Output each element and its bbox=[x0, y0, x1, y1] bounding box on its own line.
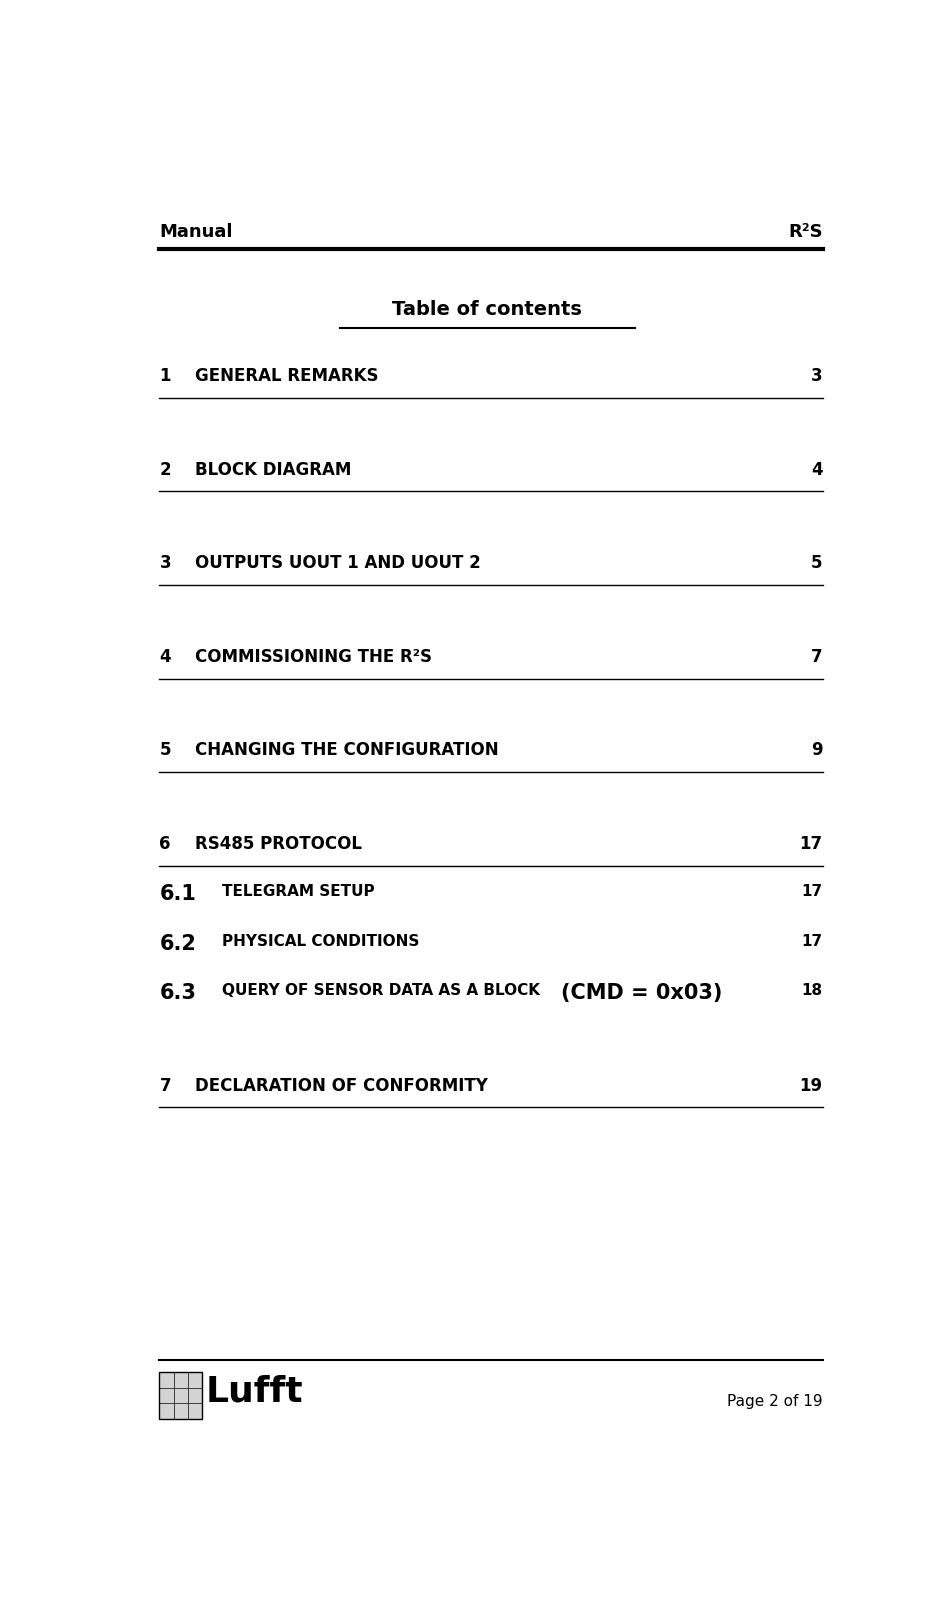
Text: RS485 PROTOCOL: RS485 PROTOCOL bbox=[195, 835, 361, 853]
Text: R²S: R²S bbox=[788, 222, 823, 240]
Text: QUERY OF SENSOR DATA AS A BLOCK: QUERY OF SENSOR DATA AS A BLOCK bbox=[223, 982, 540, 998]
Text: 5: 5 bbox=[160, 741, 171, 760]
Text: (CMD = 0x03): (CMD = 0x03) bbox=[561, 982, 723, 1003]
Text: TELEGRAM SETUP: TELEGRAM SETUP bbox=[223, 885, 375, 899]
Text: Lufft: Lufft bbox=[205, 1374, 303, 1408]
Text: BLOCK DIAGRAM: BLOCK DIAGRAM bbox=[195, 461, 351, 478]
Text: 4: 4 bbox=[811, 461, 823, 478]
Text: 5: 5 bbox=[811, 554, 823, 573]
Text: 1: 1 bbox=[160, 366, 171, 386]
Text: 6.3: 6.3 bbox=[160, 982, 196, 1003]
Text: 6.2: 6.2 bbox=[160, 934, 196, 954]
Text: 3: 3 bbox=[811, 366, 823, 386]
Text: COMMISSIONING THE R²S: COMMISSIONING THE R²S bbox=[195, 648, 432, 666]
Bar bbox=[160, 1373, 203, 1419]
Text: DECLARATION OF CONFORMITY: DECLARATION OF CONFORMITY bbox=[195, 1077, 488, 1094]
Text: 7: 7 bbox=[811, 648, 823, 666]
Text: 17: 17 bbox=[802, 934, 823, 949]
Text: 2: 2 bbox=[160, 461, 171, 478]
Text: 9: 9 bbox=[811, 741, 823, 760]
Text: 7: 7 bbox=[160, 1077, 171, 1094]
Text: 17: 17 bbox=[802, 885, 823, 899]
Text: Table of contents: Table of contents bbox=[393, 301, 582, 320]
Text: CHANGING THE CONFIGURATION: CHANGING THE CONFIGURATION bbox=[195, 741, 498, 760]
Text: OUTPUTS UOUT 1 AND UOUT 2: OUTPUTS UOUT 1 AND UOUT 2 bbox=[195, 554, 480, 573]
Text: Manual: Manual bbox=[160, 222, 233, 240]
Text: 18: 18 bbox=[802, 982, 823, 998]
Text: PHYSICAL CONDITIONS: PHYSICAL CONDITIONS bbox=[223, 934, 419, 949]
Text: 6: 6 bbox=[160, 835, 171, 853]
Text: 19: 19 bbox=[800, 1077, 823, 1094]
Text: 4: 4 bbox=[160, 648, 171, 666]
Text: 3: 3 bbox=[160, 554, 171, 573]
Text: Page 2 of 19: Page 2 of 19 bbox=[728, 1394, 823, 1410]
Text: 6.1: 6.1 bbox=[160, 885, 196, 904]
Text: GENERAL REMARKS: GENERAL REMARKS bbox=[195, 366, 378, 386]
Text: 17: 17 bbox=[800, 835, 823, 853]
